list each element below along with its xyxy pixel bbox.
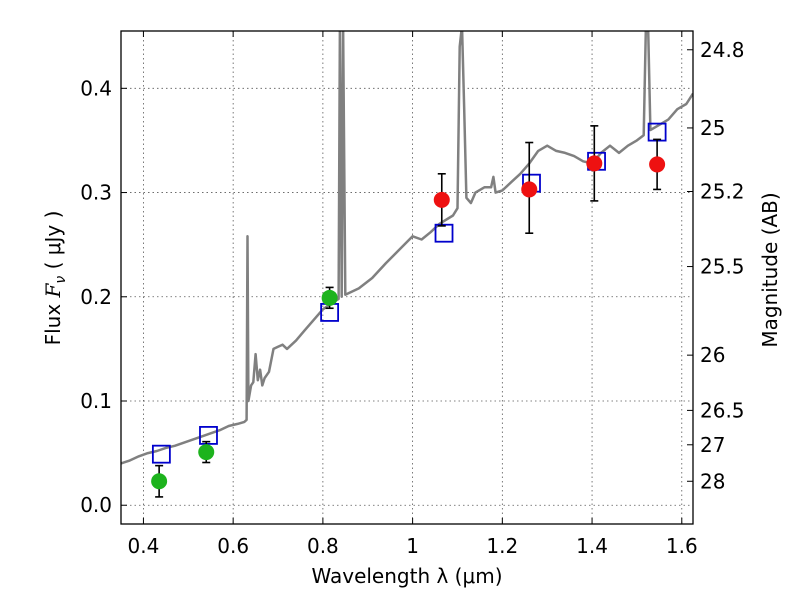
y-tick-label: 0.4 — [80, 76, 112, 100]
y-axis-label-symbol: F — [41, 282, 65, 298]
red-point-marker — [521, 181, 538, 198]
y2-tick-label: 26.5 — [700, 398, 745, 422]
y2-tick-label: 28 — [700, 469, 725, 493]
grid-lines — [121, 31, 693, 524]
red-point-marker — [649, 156, 666, 173]
x-tick-label: 1.2 — [486, 534, 518, 558]
y-axis-label: Flux Fν ( μJy ) — [41, 211, 69, 346]
x-tick-label: 1.6 — [666, 534, 698, 558]
red-point-marker — [433, 191, 450, 208]
y-axis-label-suffix: ( μJy ) — [41, 211, 65, 276]
axis-ticks: 0.4 0.6 0.8 1 1.2 1.4 1.6 0.0 0.1 0.2 0.3 0.4 24.8 25… — [80, 31, 745, 558]
green-point-marker — [151, 473, 168, 490]
y2-tick-label: 27 — [700, 433, 725, 457]
x-tick-label: 1.4 — [576, 534, 608, 558]
x-tick-label: 1 — [406, 534, 419, 558]
green-point-marker — [321, 289, 338, 306]
y-axis-label-prefix: Flux — [41, 297, 65, 345]
model-square-marker — [151, 444, 171, 464]
x-axis-label: Wavelength λ (μm) — [311, 564, 502, 588]
y-tick-label: 0.2 — [80, 285, 112, 309]
x-tick-label: 0.6 — [217, 534, 249, 558]
y-axis-label-subscript: ν — [53, 276, 69, 284]
y2-tick-label: 24.8 — [700, 38, 745, 62]
secondary-y-axis-label: Magnitude (AB) — [758, 192, 782, 347]
green-point-marker — [198, 444, 215, 461]
spectrum-line — [121, 31, 693, 465]
x-tick-label: 0.4 — [128, 534, 160, 558]
y-tick-label: 0.1 — [80, 389, 112, 413]
x-tick-label: 0.8 — [307, 534, 339, 558]
y-tick-label: 0.0 — [80, 493, 112, 517]
red-point-marker — [586, 155, 603, 172]
plot-frame — [120, 30, 694, 525]
y2-tick-label: 25.2 — [700, 180, 745, 204]
model-square-marker — [434, 223, 454, 243]
y2-tick-label: 25.5 — [700, 255, 745, 279]
data-points — [151, 122, 667, 498]
y2-tick-label: 26 — [700, 343, 725, 367]
y2-tick-label: 25 — [700, 116, 725, 140]
model-square-marker — [199, 426, 218, 445]
y-tick-label: 0.3 — [80, 181, 112, 205]
